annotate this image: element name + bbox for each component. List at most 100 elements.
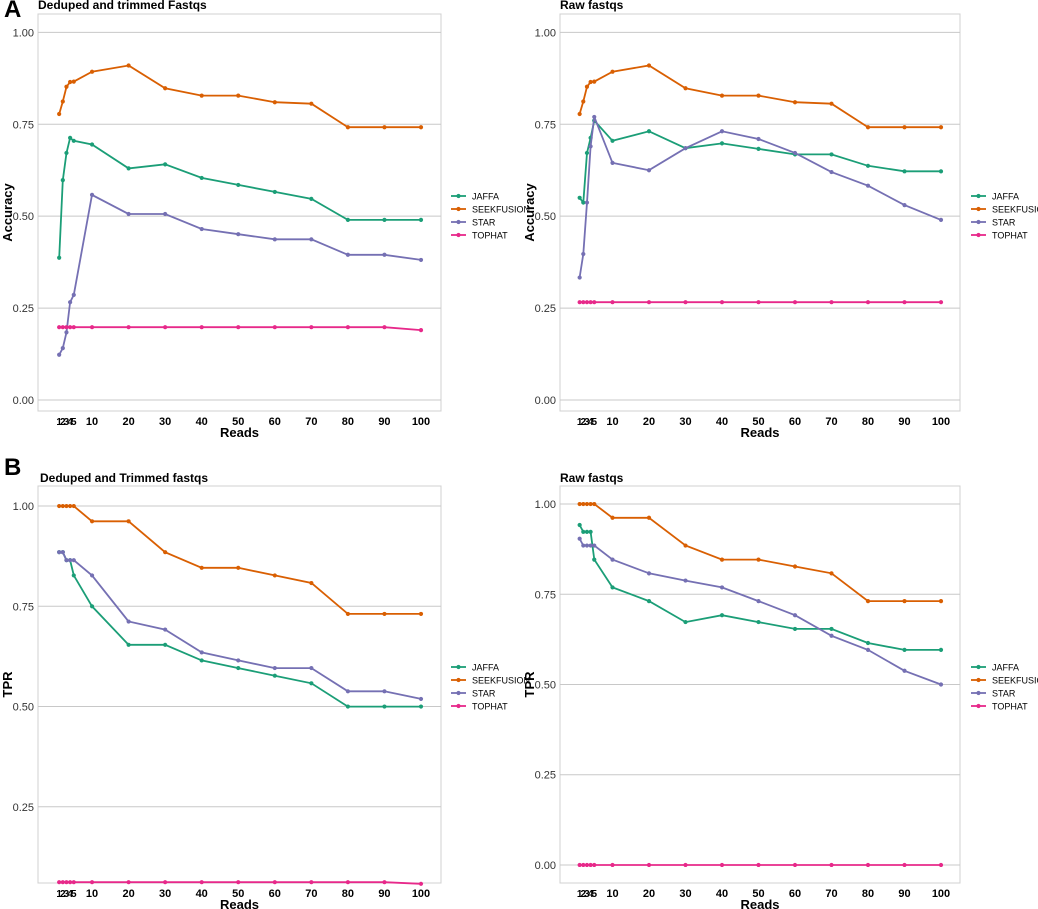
data-point-jaffa — [646, 129, 652, 134]
data-point-star — [163, 211, 168, 217]
data-point-tophat — [646, 300, 652, 305]
data-point-jaffa — [89, 604, 95, 609]
data-point-tophat — [236, 325, 241, 330]
series-line-jaffa — [578, 524, 941, 651]
data-point-seekfusion — [126, 63, 131, 68]
x-tick-label: 20 — [643, 888, 655, 900]
series-jaffa — [57, 550, 424, 709]
y-tick-label: 0.75 — [535, 119, 556, 131]
legend-marker — [976, 232, 981, 238]
data-point-tophat — [792, 862, 798, 868]
legend-marker — [976, 677, 981, 683]
data-point-star — [865, 647, 871, 652]
y-tick-label: 0.00 — [535, 395, 556, 407]
series-line-star — [58, 193, 422, 356]
data-point-seekfusion — [588, 79, 593, 85]
data-point-jaffa — [610, 585, 615, 590]
data-point-jaffa — [272, 189, 277, 195]
data-point-jaffa — [829, 626, 834, 632]
data-point-star — [236, 658, 241, 663]
data-point-seekfusion — [865, 125, 871, 130]
data-point-seekfusion — [902, 125, 907, 130]
data-point-star — [382, 689, 387, 694]
data-point-jaffa — [865, 640, 871, 646]
data-point-tophat — [60, 880, 65, 885]
data-point-jaffa — [584, 150, 590, 156]
y-tick-label: 1.00 — [535, 499, 556, 511]
data-point-jaffa — [71, 573, 76, 578]
x-tick-label: 30 — [679, 416, 691, 428]
data-point-seekfusion — [236, 93, 241, 98]
data-point-star — [71, 558, 76, 563]
x-tick-label: 2 — [581, 889, 587, 900]
x-tick-label: 1 — [56, 889, 62, 900]
data-point-tophat — [163, 880, 168, 885]
legend: JAFFA SEEKFUSION STAR TOPHAT — [451, 192, 530, 241]
legend-marker — [976, 193, 981, 199]
chart-title: Deduped and trimmed Fastqs — [38, 0, 207, 12]
data-point-seekfusion — [646, 515, 652, 520]
data-point-seekfusion — [719, 557, 725, 562]
data-point-tophat — [71, 325, 76, 330]
data-point-tophat — [756, 300, 761, 305]
data-point-tophat — [60, 325, 65, 330]
x-tick-label: 90 — [898, 416, 910, 428]
chart-title: Raw fastqs — [560, 471, 624, 485]
data-point-seekfusion — [382, 611, 387, 617]
data-point-tophat — [57, 325, 62, 330]
data-point-tophat — [865, 862, 871, 868]
data-point-seekfusion — [577, 111, 582, 117]
data-point-star — [581, 251, 586, 257]
x-tick-label: 50 — [752, 416, 764, 428]
data-point-star — [309, 665, 314, 671]
data-point-jaffa — [57, 255, 62, 260]
data-point-seekfusion — [64, 503, 69, 509]
series-line-jaffa — [578, 118, 941, 206]
x-tick-label: 3 — [64, 417, 70, 428]
data-point-star — [902, 668, 907, 673]
data-point-seekfusion — [382, 125, 387, 130]
data-point-star — [592, 114, 597, 120]
data-point-seekfusion — [64, 84, 69, 89]
data-point-jaffa — [756, 619, 761, 625]
x-tick-label: 4 — [67, 417, 73, 428]
data-point-star — [646, 571, 652, 576]
x-tick-label: 4 — [67, 889, 73, 900]
data-point-star — [163, 627, 168, 632]
data-point-star — [610, 160, 615, 165]
data-point-star — [89, 192, 95, 197]
data-point-jaffa — [382, 217, 387, 222]
data-point-tophat — [89, 880, 95, 885]
legend-marker — [976, 703, 981, 709]
data-point-tophat — [309, 325, 314, 330]
data-point-tophat — [584, 300, 590, 305]
data-point-tophat — [236, 880, 241, 885]
y-tick-label: 1.00 — [13, 501, 34, 513]
data-point-star — [57, 352, 62, 357]
data-point-seekfusion — [163, 86, 168, 91]
data-point-seekfusion — [272, 100, 277, 105]
data-point-star — [792, 613, 798, 618]
x-tick-label: 70 — [825, 888, 837, 900]
data-point-tophat — [902, 300, 907, 305]
y-tick-label: 0.75 — [13, 601, 34, 613]
legend-label-seekfusion: SEEKFUSION — [992, 676, 1038, 686]
data-point-seekfusion — [865, 599, 871, 604]
x-tick-label: 30 — [159, 416, 171, 428]
data-point-jaffa — [719, 613, 725, 618]
x-tick-label: 60 — [789, 416, 801, 428]
series-tophat — [57, 880, 424, 886]
data-point-tophat — [71, 880, 76, 885]
x-tick-label: 2 — [581, 417, 587, 428]
y-tick-label: 1.00 — [535, 27, 556, 39]
legend-label-tophat: TOPHAT — [992, 702, 1028, 712]
y-axis-label: Accuracy — [0, 182, 15, 241]
x-tick-label: 60 — [269, 888, 281, 900]
data-point-tophat — [902, 862, 907, 868]
x-axis-label: Reads — [740, 425, 779, 440]
data-point-tophat — [719, 300, 725, 305]
x-tick-label: 10 — [86, 416, 98, 428]
data-point-seekfusion — [584, 84, 590, 89]
